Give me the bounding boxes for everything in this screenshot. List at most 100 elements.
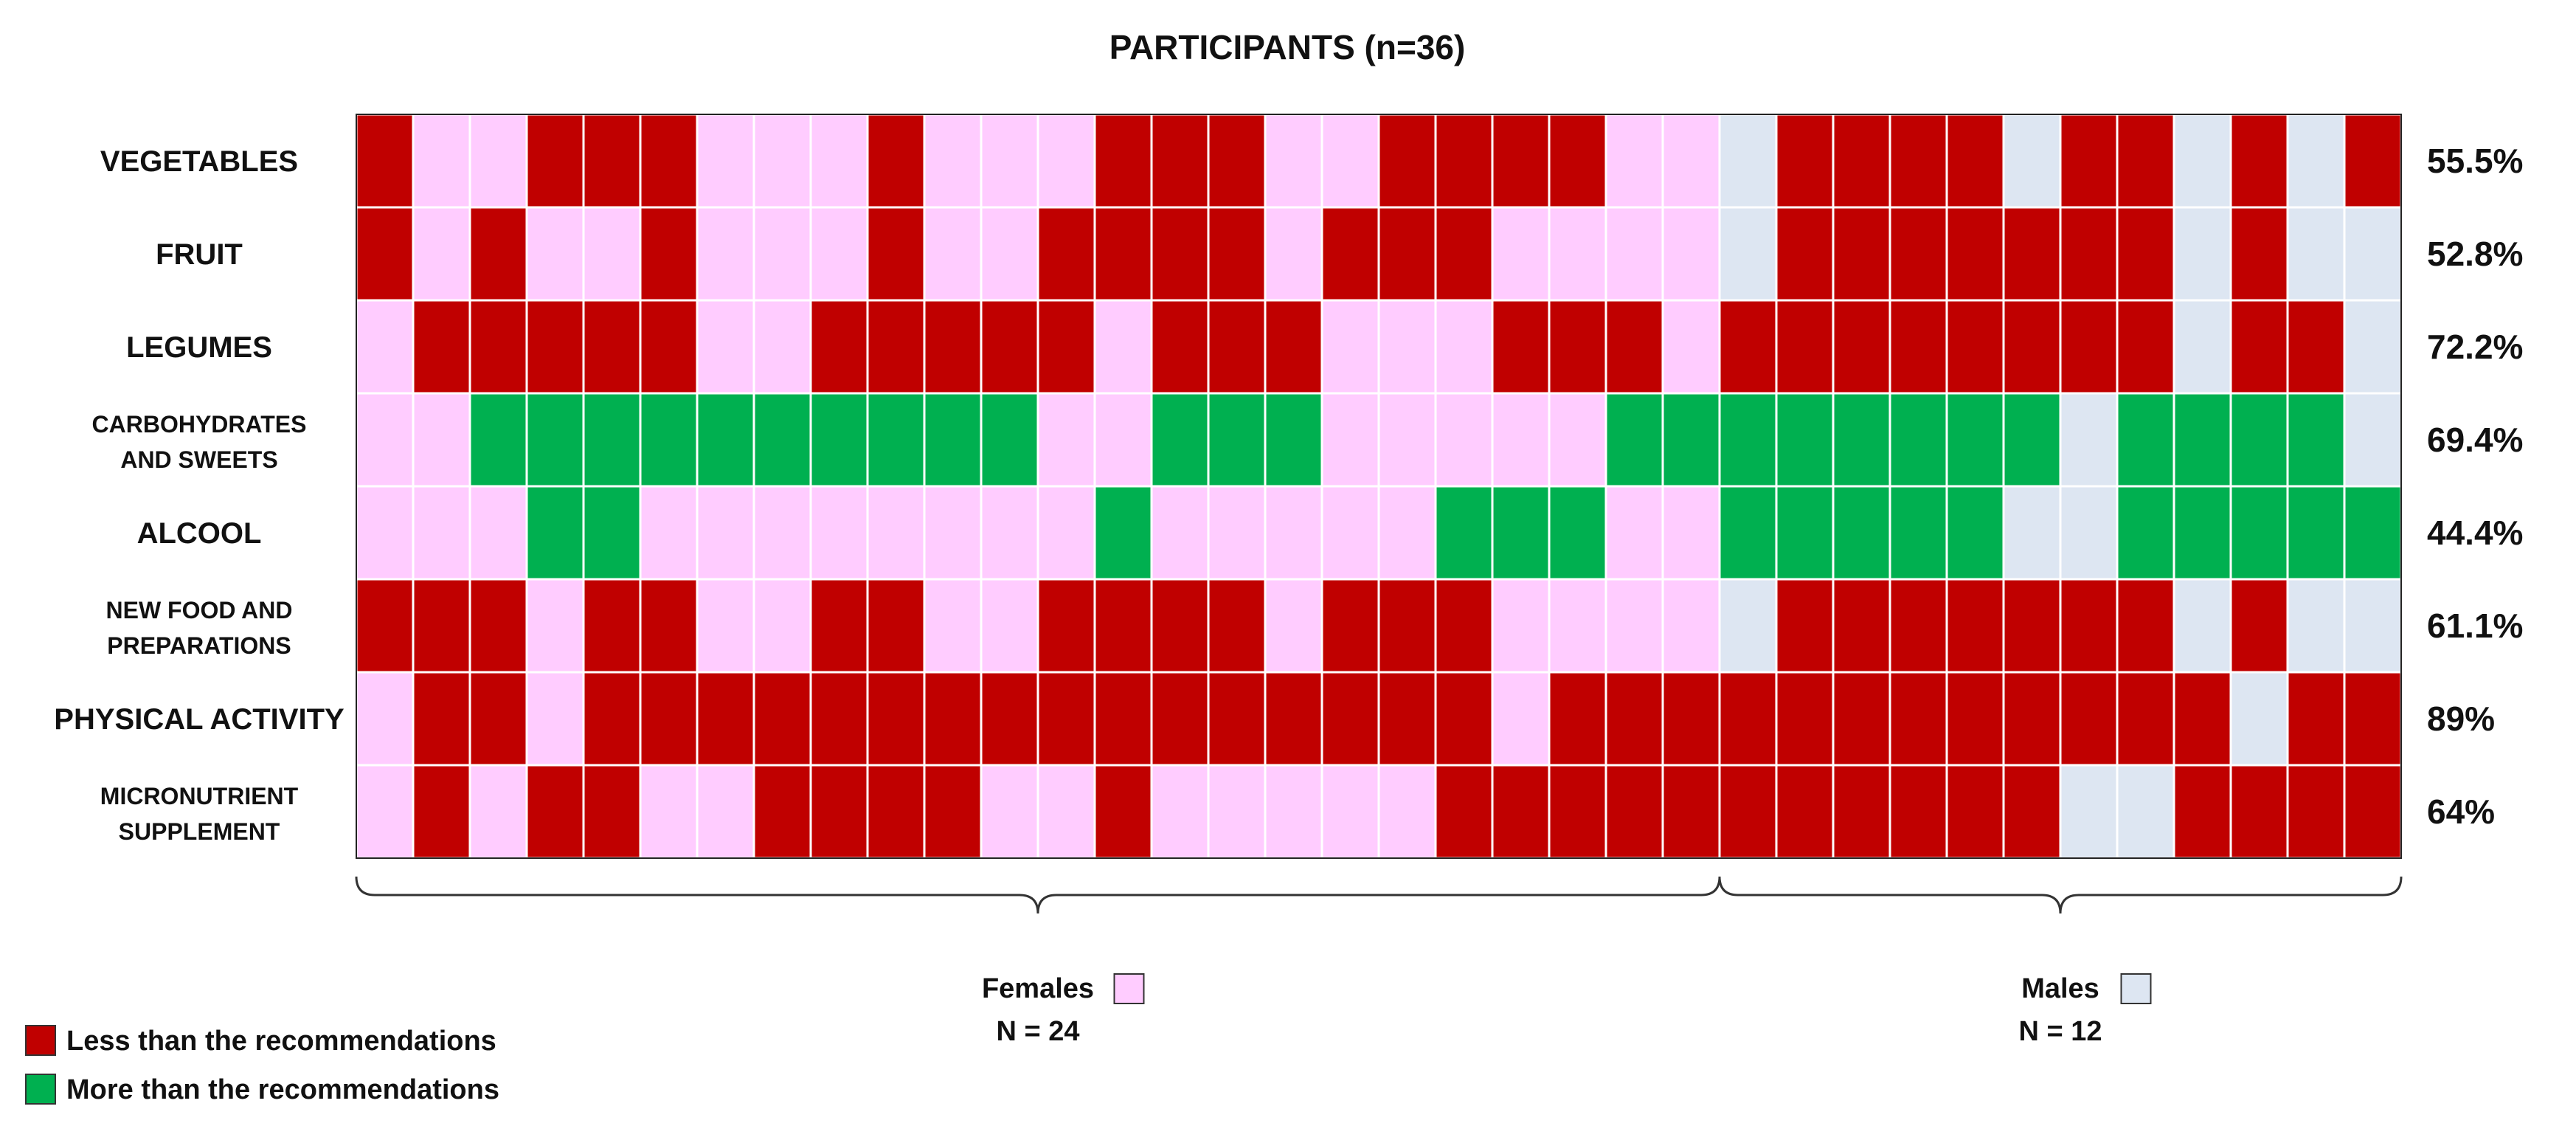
heatmap-cell xyxy=(1036,392,1096,488)
heatmap-cell xyxy=(1150,392,1210,488)
heatmap-cell xyxy=(1207,206,1267,302)
heatmap-cell xyxy=(1832,299,1891,395)
row-label-line: SUPPLEMENT xyxy=(119,818,280,845)
heatmap-cell xyxy=(1718,485,1778,581)
heatmap-cell xyxy=(2172,671,2232,767)
heatmap-cell xyxy=(866,206,926,302)
heatmap-cell xyxy=(2116,113,2175,209)
heatmap-cell xyxy=(2286,206,2346,302)
heatmap-cell xyxy=(2286,392,2346,488)
heatmap-cell xyxy=(1661,578,1721,674)
heatmap-cell xyxy=(1264,578,1323,674)
heatmap-cell xyxy=(2343,485,2403,581)
heatmap-cell xyxy=(809,206,869,302)
heatmap-cell xyxy=(980,764,1039,860)
row-label: NEW FOOD AND PREPARATIONS xyxy=(105,597,292,659)
heatmap-cell xyxy=(866,764,926,860)
heatmap-cell xyxy=(752,299,812,395)
heatmap-cell xyxy=(809,671,869,767)
heatmap-cell xyxy=(2116,299,2175,395)
heatmap-cell xyxy=(1434,671,1494,767)
heatmap-cell xyxy=(1945,578,2005,674)
heatmap-cell xyxy=(980,671,1039,767)
heatmap-cell xyxy=(923,578,983,674)
heatmap-cell xyxy=(1207,299,1267,395)
heatmap-cell xyxy=(468,764,528,860)
heatmap-cell xyxy=(2286,764,2346,860)
heatmap-cell xyxy=(1491,113,1551,209)
heatmap-cell xyxy=(1434,206,1494,302)
heatmap-cell xyxy=(1434,578,1494,674)
heatmap-cell xyxy=(2286,578,2346,674)
heatmap-cell xyxy=(639,392,699,488)
heatmap-cell xyxy=(2343,671,2403,767)
heatmap-cell xyxy=(582,299,642,395)
heatmap-cell xyxy=(1150,578,1210,674)
heatmap-cell xyxy=(468,392,528,488)
heatmap-cell xyxy=(1434,392,1494,488)
row-percentage: 89% xyxy=(2427,699,2495,738)
heatmap-cell xyxy=(1888,485,1948,581)
heatmap-cell xyxy=(1888,578,1948,674)
group-swatch xyxy=(2120,973,2152,1004)
chart-title: PARTICIPANTS (n=36) xyxy=(1109,28,1466,66)
heatmap-cell xyxy=(582,764,642,860)
heatmap-cell xyxy=(1491,485,1551,581)
heatmap-cell xyxy=(2116,485,2175,581)
heatmap-cell xyxy=(355,578,415,674)
heatmap-cell xyxy=(1548,764,1607,860)
heatmap-cell xyxy=(2229,764,2289,860)
group-brace xyxy=(1718,876,2403,914)
heatmap-cell xyxy=(1945,299,2005,395)
heatmap-cell xyxy=(1888,206,1948,302)
heatmap-cell xyxy=(1888,671,1948,767)
heatmap-cell xyxy=(980,299,1039,395)
heatmap-cell xyxy=(2059,578,2119,674)
heatmap-cell xyxy=(2343,113,2403,209)
heatmap-cell xyxy=(696,764,755,860)
heatmap-cell xyxy=(2286,671,2346,767)
heatmap-cell xyxy=(1888,299,1948,395)
heatmap-cell xyxy=(412,392,471,488)
heatmap-cell xyxy=(2229,206,2289,302)
row-label: CARBOHYDRATES AND SWEETS xyxy=(92,411,307,473)
heatmap-cell xyxy=(2229,578,2289,674)
heatmap-cell xyxy=(2343,764,2403,860)
heatmap-cell xyxy=(468,671,528,767)
heatmap-cell xyxy=(1888,764,1948,860)
row-label-line: PREPARATIONS xyxy=(107,632,291,659)
heatmap-cell xyxy=(2343,299,2403,395)
heatmap-cell xyxy=(696,485,755,581)
heatmap-cell xyxy=(1093,392,1153,488)
heatmap-cell xyxy=(639,764,699,860)
heatmap-cell xyxy=(1775,206,1835,302)
heatmap-cell xyxy=(1377,764,1437,860)
heatmap-cell xyxy=(696,113,755,209)
heatmap-cell xyxy=(1718,206,1778,302)
heatmap-cell xyxy=(1775,299,1835,395)
heatmap-cell xyxy=(809,392,869,488)
legend-label: Less than the recommendations xyxy=(66,1026,496,1057)
heatmap-cell xyxy=(866,485,926,581)
heatmap-cell xyxy=(1377,206,1437,302)
heatmap-cell xyxy=(1377,485,1437,581)
heatmap-cell xyxy=(1775,578,1835,674)
heatmap-cell xyxy=(1548,206,1607,302)
heatmap-cell xyxy=(2116,206,2175,302)
heatmap-cell xyxy=(412,206,471,302)
heatmap-cell xyxy=(696,578,755,674)
row-label: FRUIT xyxy=(156,238,243,271)
heatmap-cell xyxy=(2002,392,2062,488)
heatmap-cell xyxy=(1264,113,1323,209)
heatmap-cell xyxy=(412,764,471,860)
legend: Less than the recommendations More than t… xyxy=(25,1025,499,1105)
heatmap-cell xyxy=(696,392,755,488)
heatmap-cell xyxy=(752,671,812,767)
heatmap-cell xyxy=(1434,485,1494,581)
heatmap-cell xyxy=(2059,299,2119,395)
heatmap-cell xyxy=(2059,206,2119,302)
heatmap-cell xyxy=(1320,578,1380,674)
heatmap-cell xyxy=(582,485,642,581)
heatmap-cell xyxy=(2059,671,2119,767)
heatmap-cell xyxy=(1718,392,1778,488)
